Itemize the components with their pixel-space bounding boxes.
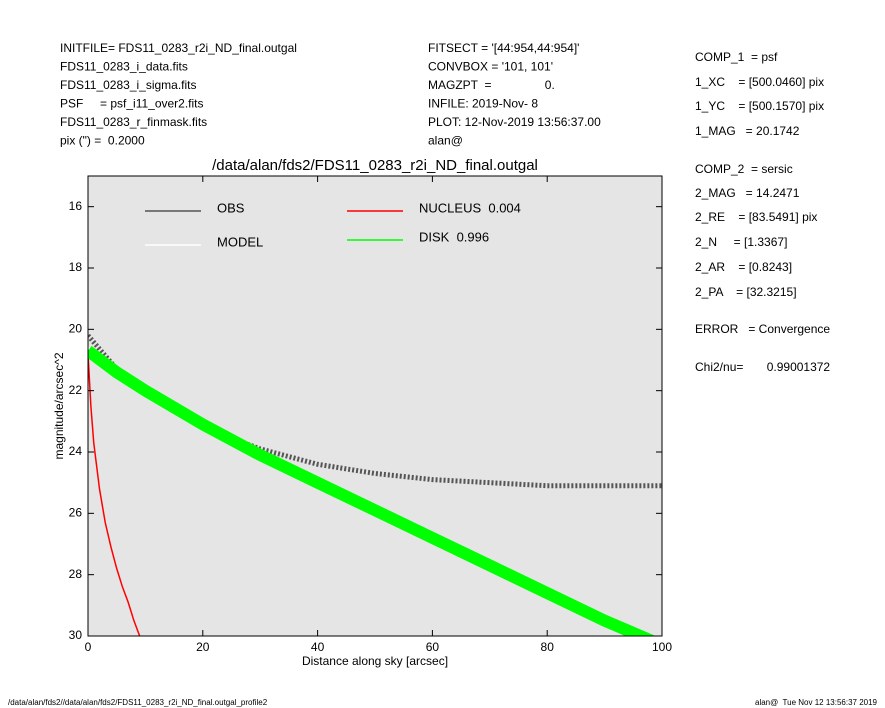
header-right-line: 2_N = [1.3367]: [695, 235, 787, 249]
legend-label: MODEL: [217, 234, 263, 249]
footer-right: alan@ Tue Nov 12 13:56:37 2019: [755, 698, 878, 707]
header-left-line: FDS11_0283_r_finmask.fits: [60, 115, 207, 129]
header-right-line: 1_MAG = 20.1742: [695, 124, 800, 138]
legend-label: OBS: [217, 200, 245, 215]
x-tick-label: 20: [196, 640, 210, 654]
y-tick-label: 26: [69, 506, 83, 520]
y-axis-label: magnitude/arcsec^2: [52, 352, 66, 459]
y-tick-label: 22: [69, 383, 83, 397]
header-left-line: PSF = psf_i11_over2.fits: [60, 97, 204, 111]
x-tick-label: 80: [541, 640, 555, 654]
header-right-line: ERROR = Convergence: [695, 322, 830, 336]
header-left-line: pix (") = 0.2000: [60, 134, 145, 148]
x-tick-label: 40: [311, 640, 325, 654]
x-axis-label: Distance along sky [arcsec]: [302, 654, 448, 668]
plot-clip: [88, 333, 662, 636]
header-right-line: COMP_1 = psf: [695, 50, 778, 64]
plot-frame: [87, 175, 663, 637]
header-left-line: FDS11_0283_i_sigma.fits: [60, 78, 197, 92]
header-right-line: 2_PA = [32.3215]: [695, 285, 797, 299]
series-line: [88, 345, 656, 636]
y-tick-label: 20: [69, 322, 83, 336]
header-right-line: 2_MAG = 14.2471: [695, 186, 800, 200]
y-tick-label: 28: [69, 567, 83, 581]
header-middle-line: MAGZPT = 0.: [428, 78, 555, 92]
legend-label: NUCLEUS 0.004: [419, 200, 521, 215]
series-line: [88, 333, 662, 489]
header-middle-line: FITSECT = '[44:954,44:954]': [428, 41, 579, 55]
x-tick-label: 0: [85, 640, 92, 654]
header-middle-line: alan@: [428, 134, 463, 148]
header-middle-line: INFILE: 2019-Nov- 8: [428, 97, 538, 111]
legend-label: DISK 0.996: [419, 229, 489, 244]
header-middle-line: PLOT: 12-Nov-2019 13:56:37.00: [428, 115, 601, 129]
x-tick-label: 60: [426, 640, 440, 654]
header-right-line: 1_XC = [500.0460] pix: [695, 75, 824, 89]
header-left-line: INITFILE= FDS11_0283_r2i_ND_final.outgal: [60, 41, 297, 55]
header-right-line: 2_AR = [0.8243]: [695, 260, 792, 274]
y-tick-label: 18: [69, 260, 83, 274]
y-tick-label: 24: [69, 444, 83, 458]
y-tick-label: 30: [69, 628, 83, 642]
header-right-line: 1_YC = [500.1570] pix: [695, 99, 824, 113]
header-right-line: Chi2/nu= 0.99001372: [695, 360, 830, 374]
header-middle-line: CONVBOX = '101, 101': [428, 60, 553, 74]
header-right-line: COMP_2 = sersic: [695, 162, 793, 176]
y-tick-label: 16: [69, 199, 83, 213]
plot-area: [88, 176, 662, 636]
chart-title: /data/alan/fds2/FDS11_0283_r2i_ND_final.…: [212, 157, 538, 174]
x-tick-label: 100: [652, 640, 672, 654]
footer-left: /data/alan/fds2//data/alan/fds2/FDS11_02…: [8, 698, 268, 707]
header-left-line: FDS11_0283_i_data.fits: [60, 60, 188, 74]
series-line: [88, 353, 141, 636]
header-right-line: 2_RE = [83.5491] pix: [695, 210, 817, 224]
